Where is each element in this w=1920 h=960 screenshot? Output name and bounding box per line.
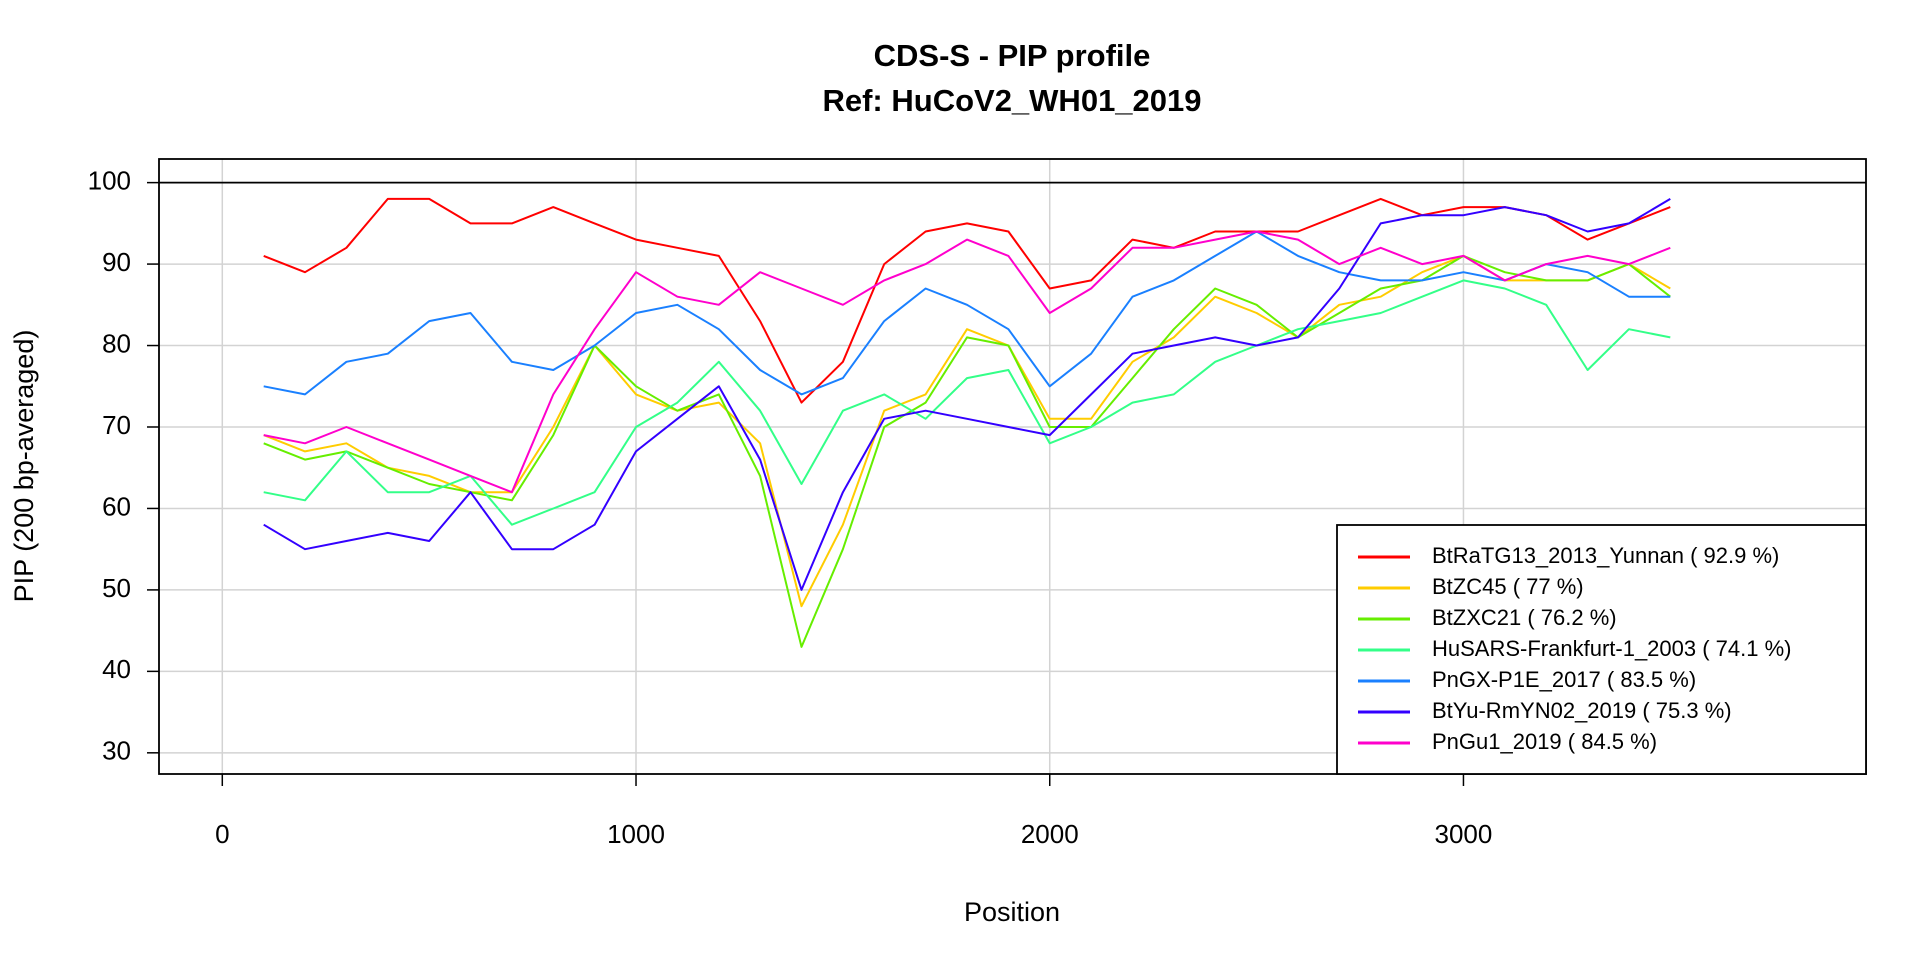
x-tick-label: 1000 [607, 819, 665, 849]
y-tick-label: 40 [102, 654, 131, 684]
y-tick-label: 70 [102, 410, 131, 440]
y-tick-label: 100 [88, 165, 131, 195]
legend-label: BtZXC21 ( 76.2 %) [1432, 605, 1617, 630]
series-line [263, 230, 1671, 494]
series-line [263, 254, 1671, 608]
legend-box [1336, 524, 1867, 775]
y-axis-label: PIP (200 bp-averaged) [9, 330, 39, 603]
y-tick-label: 90 [102, 247, 131, 277]
x-tick-label: 2000 [1021, 819, 1079, 849]
legend-label: BtRaTG13_2013_Yunnan ( 92.9 %) [1432, 543, 1779, 568]
y-tick-label: 60 [102, 491, 131, 521]
legend: BtRaTG13_2013_Yunnan ( 92.9 %) BtZC45 ( 7… [1336, 524, 1867, 775]
series-line [263, 230, 1671, 396]
legend-label: BtZC45 ( 77 %) [1432, 574, 1584, 599]
x-tick-label: 0 [215, 819, 229, 849]
y-tick-label: 50 [102, 573, 131, 603]
legend-label: HuSARS-Frankfurt-1_2003 ( 74.1 %) [1432, 636, 1792, 661]
series-line [263, 279, 1671, 526]
series-line [263, 197, 1671, 404]
legend-label: BtYu-RmYN02_2019 ( 75.3 %) [1432, 698, 1732, 723]
legend-label: PnGX-P1E_2017 ( 83.5 %) [1432, 667, 1696, 692]
chart-subtitle: Ref: HuCoV2_WH01_2019 [822, 83, 1201, 118]
chart-title: CDS-S - PIP profile [874, 38, 1151, 73]
plot-frame [158, 158, 1867, 775]
y-tick-label: 80 [102, 328, 131, 358]
y-tick-label: 30 [102, 736, 131, 766]
x-tick-label: 3000 [1435, 819, 1493, 849]
x-axis-label: Position [964, 897, 1060, 927]
legend-label: PnGu1_2019 ( 84.5 %) [1432, 729, 1657, 754]
series-line [263, 198, 1671, 591]
series-line [263, 254, 1671, 648]
